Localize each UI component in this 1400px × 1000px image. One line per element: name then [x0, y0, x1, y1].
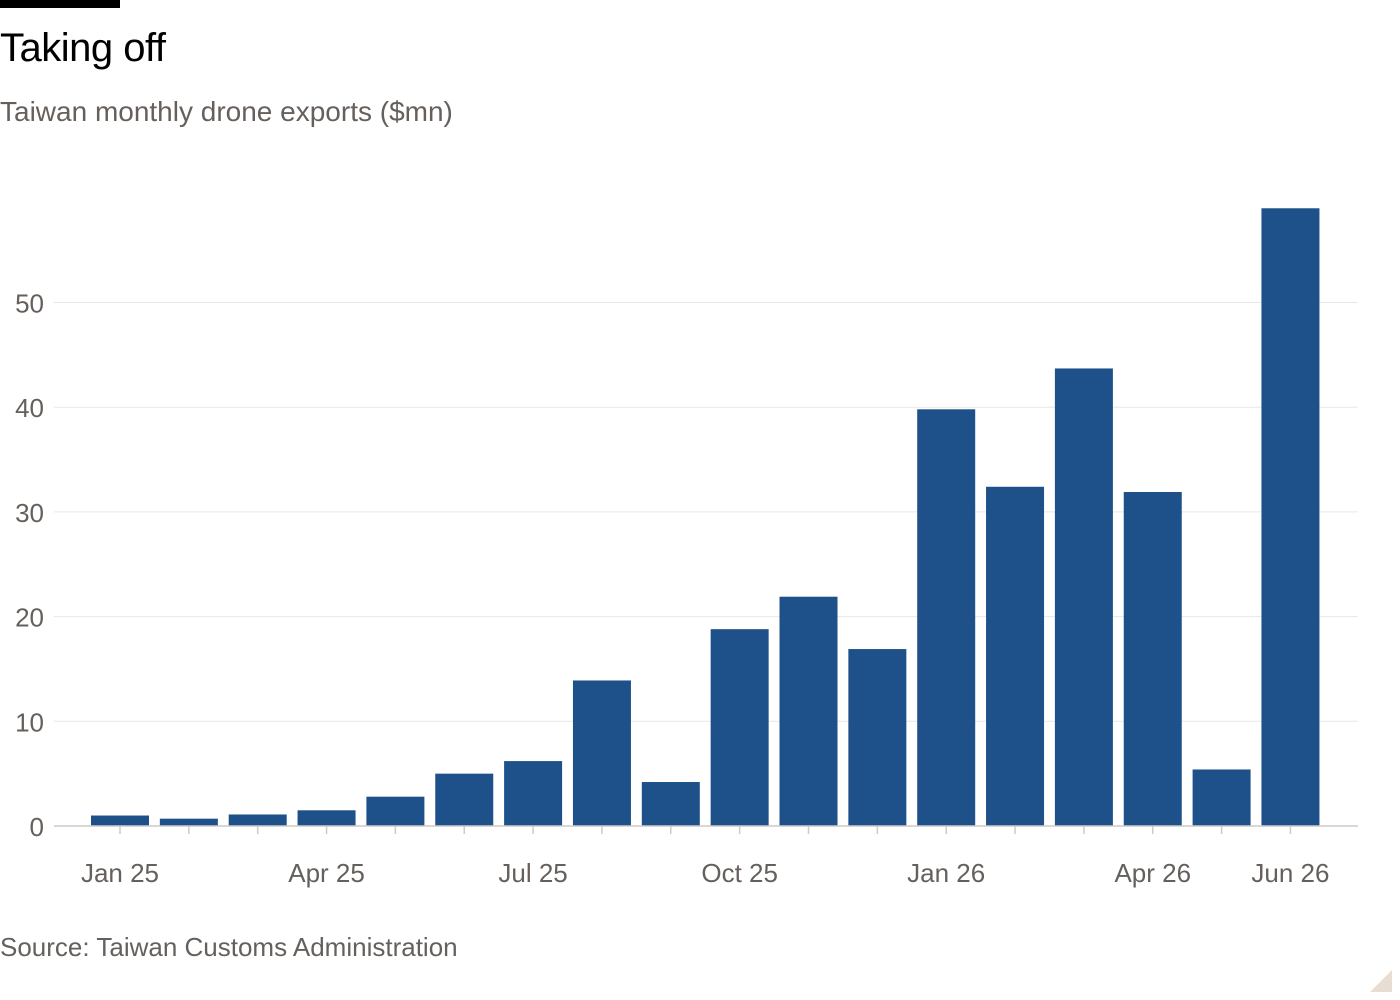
- bar-may-25: [366, 796, 425, 826]
- bar-feb-26: [986, 486, 1045, 826]
- x-tick-label: Oct 25: [701, 858, 778, 888]
- y-tick-label: 40: [15, 393, 44, 423]
- bar-oct-25: [710, 629, 769, 826]
- bar-feb-25: [159, 818, 218, 826]
- bar-jan-25: [91, 815, 149, 826]
- x-tick-label: Jun 26: [1251, 858, 1329, 888]
- bar-mar-26: [1054, 368, 1113, 826]
- bar-mar-25: [228, 814, 287, 826]
- bar-sep-25: [641, 782, 700, 826]
- bar-apr-25: [297, 810, 356, 826]
- chart-subtitle: Taiwan monthly drone exports ($mn): [0, 96, 453, 127]
- x-tick-label: Jan 25: [81, 858, 159, 888]
- bar-jun-25: [435, 773, 494, 826]
- y-tick-label: 10: [15, 707, 44, 737]
- source-note: Source: Taiwan Customs Administration: [0, 932, 458, 962]
- bar-nov-25: [779, 596, 838, 826]
- bar-jul-25: [504, 761, 563, 826]
- x-tick-label: Jan 26: [907, 858, 985, 888]
- y-tick-label: 50: [15, 289, 44, 319]
- bar-jan-26: [917, 409, 976, 826]
- y-tick-label: 0: [30, 812, 44, 842]
- bar-dec-25: [848, 649, 907, 826]
- x-tick-label: Apr 25: [288, 858, 365, 888]
- x-tick-label: Jul 25: [498, 858, 567, 888]
- corner-mark: [1370, 970, 1392, 992]
- y-tick-label: 30: [15, 498, 44, 528]
- brand-bar: [0, 0, 120, 8]
- bar-jun-26: [1261, 208, 1320, 826]
- bar-may-26: [1192, 769, 1251, 826]
- chart-title: Taking off: [0, 26, 166, 70]
- bar-aug-25: [572, 680, 631, 826]
- bar-chart: 0 10 20 30 40 50 Jan 25 Apr 25 Jul 25 Oct 25 Jan 2…: [15, 208, 1358, 888]
- y-tick-label: 20: [15, 603, 44, 633]
- x-tick-label: Apr 26: [1114, 858, 1191, 888]
- bar-apr-26: [1123, 492, 1182, 826]
